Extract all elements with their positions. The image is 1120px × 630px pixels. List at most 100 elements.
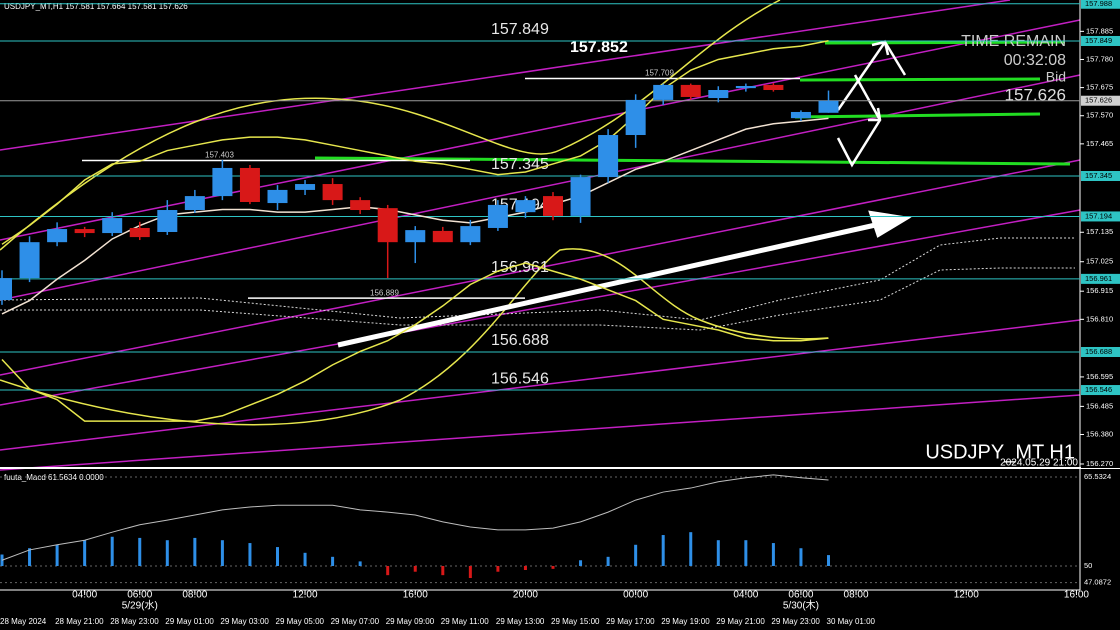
candle-body (350, 200, 371, 211)
candle-body (598, 135, 619, 178)
level-tag-label: 157.345 (1085, 171, 1112, 180)
macd-bar (441, 565, 445, 576)
x-bottom-label: 29 May 21:00 (716, 617, 765, 626)
level-tag-label: 156.961 (1085, 274, 1112, 283)
macd-bar (386, 565, 390, 576)
macd-bar (468, 565, 472, 579)
y-tick-label: 156.810 (1086, 314, 1113, 323)
x-tick-label: 08:00 (844, 590, 869, 601)
x-bottom-label: 28 May 23:00 (110, 617, 159, 626)
candle-body (735, 85, 756, 89)
arrows (337, 39, 912, 348)
level-tag-label: 156.546 (1085, 385, 1112, 394)
chart-title: USDJPY_MT H1 (925, 441, 1075, 463)
macd-bar (248, 543, 252, 566)
macd-bar (523, 565, 527, 570)
macd-bar (220, 540, 224, 566)
x-tick-label: 04:00 (733, 590, 758, 601)
high-label: 157.852 (570, 39, 628, 56)
y-tick-label: 156.380 (1086, 429, 1113, 438)
macd-bar (193, 537, 197, 566)
y-tick-label: 156.270 (1086, 459, 1113, 468)
candle-body (405, 230, 426, 243)
y-tick-label: 156.915 (1086, 286, 1113, 295)
x-bottom-label: 29 May 05:00 (276, 617, 325, 626)
y-tick-label: 156.485 (1086, 401, 1113, 410)
bid-label: Bid (1046, 69, 1066, 85)
macd-bar (606, 556, 610, 566)
x-bottom-label: 29 May 07:00 (331, 617, 380, 626)
x-date-label: 5/29(水) (122, 600, 158, 612)
level-tag-label: 156.688 (1085, 347, 1112, 356)
level-label: 157.849 (491, 21, 549, 38)
segment-label: 157.403 (205, 151, 234, 160)
segment-label: 156.889 (370, 288, 399, 297)
candle-body (543, 196, 563, 216)
level-tag (1081, 0, 1120, 9)
y-tick-label: 157.675 (1086, 83, 1113, 92)
x-bottom-label: 28 May 21:00 (55, 617, 104, 626)
level-tag (1081, 35, 1120, 46)
x-tick-label: 06:00 (788, 590, 813, 601)
candle-body (515, 200, 536, 213)
x-bottom-label: 29 May 19:00 (661, 617, 710, 626)
candle-body (680, 84, 701, 97)
x-bottom-label: 29 May 03:00 (220, 617, 269, 626)
level-label: 157.345 (491, 156, 549, 173)
macd-bar (358, 561, 362, 566)
macd-bar (276, 547, 279, 566)
candle-body (790, 111, 811, 119)
x-tick-label: 04:00 (72, 590, 97, 601)
candle-body (267, 189, 288, 204)
outer-bands (0, 0, 829, 426)
y-tick-label: 156.595 (1086, 372, 1113, 381)
x-tick-label: 20:00 (513, 590, 538, 601)
macd-bar (716, 540, 720, 566)
y-tick-label: 157.570 (1086, 111, 1113, 120)
macd-bar (689, 532, 693, 566)
level-tag-label: 157.988 (1085, 0, 1112, 8)
macd-bar (83, 540, 87, 566)
macd-bar (634, 544, 638, 566)
overlay-line (1, 39, 829, 245)
x-tick-label: 12:00 (293, 590, 318, 601)
macd-bar (661, 535, 665, 566)
level-tag (1081, 347, 1120, 358)
macd-bar (55, 544, 59, 566)
bid: 157.626 (1005, 85, 1066, 104)
macd-bar (303, 552, 307, 566)
x-bottom-label: 29 May 09:00 (386, 617, 435, 626)
x-tick-label: 12:00 (954, 590, 979, 601)
y-tick-label: 50 (1084, 561, 1092, 570)
level-tag (1081, 171, 1120, 182)
macd-bar (496, 565, 500, 572)
candle-body (322, 184, 343, 201)
x-date-label: 5/30(木) (783, 600, 819, 612)
y-tick-label: 157.465 (1086, 139, 1113, 148)
header: USDJPY_MT,H1 157.581 157.664 157.581 157… (4, 2, 188, 11)
y-tick-label: 157.780 (1086, 54, 1113, 63)
candle-body (47, 229, 68, 243)
y-tick-label: 47.0872 (1084, 578, 1111, 587)
level-tag-label: 157.194 (1085, 211, 1112, 220)
level-tag (1081, 385, 1120, 396)
candle-body (157, 210, 178, 232)
candle-body (432, 230, 453, 243)
x-tick-label: 00:00 (623, 590, 648, 601)
x-bottom-label: 29 May 11:00 (441, 617, 489, 626)
level-tag-label: 157.626 (1085, 96, 1112, 105)
y-tick-label: 157.135 (1086, 227, 1113, 236)
candle-body (818, 100, 839, 113)
candle-body (239, 167, 260, 202)
candle-body (708, 90, 729, 99)
macd-bar (827, 555, 830, 566)
candle-body (487, 204, 508, 228)
x-bottom-label: 29 May 01:00 (165, 617, 214, 626)
level-tag-label: 157.849 (1085, 36, 1112, 45)
candle-body (570, 177, 591, 216)
macd-bar (138, 537, 142, 566)
y-tick-label: 157.885 (1086, 26, 1113, 35)
x-tick-label: 06:00 (127, 590, 152, 601)
level-label: 156.961 (491, 259, 549, 276)
